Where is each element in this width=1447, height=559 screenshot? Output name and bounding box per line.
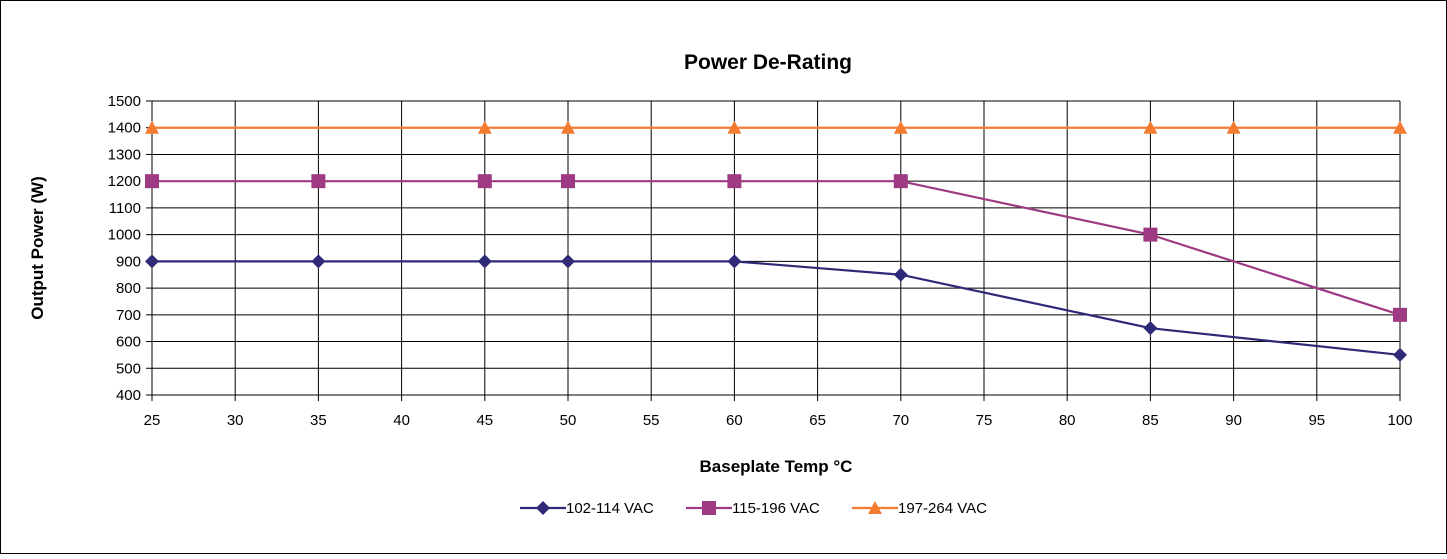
legend-label: 102-114 VAC [566,500,654,517]
series-3 [145,120,1407,134]
data-point-triangle [1143,120,1158,134]
legend-item: 115-196 VAC [686,500,820,517]
x-tick-label: 25 [144,412,161,429]
data-point-diamond [727,254,742,269]
x-tick-label: 65 [809,412,826,429]
data-point-diamond [145,254,159,269]
data-point-square [893,174,908,189]
legend-label: 115-196 VAC [732,500,820,517]
y-tick-label: 700 [116,307,141,324]
data-point-diamond [477,254,492,269]
x-tick-label: 35 [310,412,327,429]
data-point-triangle [1226,120,1241,134]
data-point-triangle [145,120,159,134]
y-axis-ticks: 400 500 600 700 800 900 1000 1100 1200 1300 1400 15… [108,93,152,404]
data-point-square [1393,307,1407,322]
y-tick-label: 500 [116,360,141,377]
data-point-diamond [893,267,908,282]
y-tick-label: 1400 [108,120,141,137]
data-point-diamond [561,254,575,269]
x-tick-label: 85 [1142,412,1159,429]
x-tick-label: 40 [393,412,410,429]
legend-marker [702,501,716,515]
legend-item: 197-264 VAC [852,500,987,517]
data-point-diamond [1393,347,1407,362]
x-tick-label: 70 [892,412,909,429]
x-axis-title: Baseplate Temp °C [700,457,853,476]
y-tick-label: 1000 [108,227,141,244]
data-point-triangle [893,120,908,134]
y-tick-label: 400 [116,387,141,404]
data-point-diamond [1143,321,1158,336]
series-line [152,180,1401,316]
data-point-triangle [1393,120,1407,134]
y-tick-label: 1100 [109,200,141,217]
series-line [152,260,1401,357]
series-2 [145,174,1407,322]
legend-marker [868,501,882,514]
y-tick-label: 600 [116,334,141,351]
data-point-triangle [561,120,575,134]
series-lines [145,120,1407,362]
data-point-square [727,174,742,189]
data-point-square [145,174,159,189]
data-point-square [477,174,492,189]
legend: 102-114 VAC 115-196 VAC 197-264 VAC [520,500,987,517]
x-tick-label: 95 [1308,412,1325,429]
series-1 [145,254,1407,362]
y-tick-label: 1500 [108,93,141,110]
y-tick-label: 900 [116,253,141,270]
data-point-triangle [477,120,492,134]
y-tick-label: 1200 [108,173,141,190]
x-tick-label: 80 [1059,412,1076,429]
y-tick-label: 800 [116,280,141,297]
chart-title: Power De-Rating [684,51,852,74]
legend-marker [536,501,550,515]
data-point-square [561,174,575,189]
x-tick-label: 55 [643,412,660,429]
y-tick-label: 1300 [108,146,141,163]
x-axis-ticks: 25 30 35 40 45 50 55 60 65 70 75 80 85 90 95 100 [144,395,1413,429]
legend-label: 197-264 VAC [898,500,987,517]
x-tick-label: 50 [560,412,577,429]
data-point-square [311,174,326,189]
legend-item: 102-114 VAC [520,500,654,517]
x-tick-label: 30 [227,412,244,429]
x-tick-label: 45 [476,412,493,429]
data-point-triangle [727,120,742,134]
data-point-square [1143,227,1158,242]
y-axis-title: Output Power (W) [28,176,47,320]
data-point-diamond [311,254,326,269]
x-tick-label: 100 [1387,412,1412,429]
x-tick-label: 90 [1225,412,1242,429]
x-tick-label: 60 [726,412,743,429]
x-tick-label: 75 [976,412,993,429]
